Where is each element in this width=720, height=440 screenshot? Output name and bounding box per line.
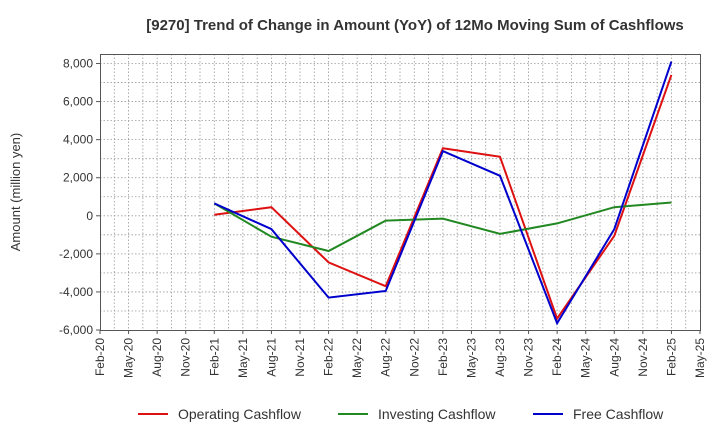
x-tick-label: Nov-21 — [293, 338, 307, 377]
y-tick-label: 8,000 — [63, 57, 93, 71]
y-axis: 8,000 6,000 4,000 2,000 0 -2,000 -4,000 -6,000 — [59, 57, 100, 337]
x-tick-label: Feb-21 — [207, 338, 221, 376]
y-tick-label: -6,000 — [59, 323, 93, 337]
plot-frame — [100, 54, 701, 331]
x-tick-label: Nov-24 — [636, 338, 650, 377]
x-tick-label: Feb-20 — [93, 338, 107, 376]
x-tick-label: Nov-22 — [407, 338, 421, 377]
y-tick-label: 2,000 — [63, 171, 93, 185]
x-tick-label: Aug-20 — [150, 338, 164, 377]
chart-title: [9270] Trend of Change in Amount (YoY) o… — [146, 17, 684, 34]
y-axis-label: Amount (million yen) — [8, 133, 23, 252]
y-tick-label: 6,000 — [63, 95, 93, 109]
x-tick-label: May-22 — [350, 338, 364, 378]
x-tick-label: May-24 — [579, 338, 593, 378]
x-tick-label: Feb-22 — [322, 338, 336, 376]
x-tick-label: Feb-24 — [550, 338, 564, 376]
x-tick-label: Nov-23 — [522, 338, 536, 377]
legend: Operating Cashflow Investing Cashflow Free… — [138, 406, 664, 422]
x-tick-label: May-21 — [236, 338, 250, 378]
x-axis: Feb-20 May-20 Aug-20 Nov-20 Feb-21 May-21 Aug-… — [93, 330, 707, 378]
legend-label: Free Cashflow — [573, 406, 664, 422]
legend-label: Investing Cashflow — [378, 406, 496, 422]
x-tick-label: Aug-23 — [493, 338, 507, 377]
x-tick-label: Aug-24 — [607, 338, 621, 377]
x-tick-label: May-23 — [464, 338, 478, 378]
x-tick-label: Feb-25 — [664, 338, 678, 376]
x-tick-label: Feb-23 — [436, 338, 450, 376]
grid — [100, 54, 700, 330]
series-line-free-cashflow — [213, 61, 673, 326]
y-tick-label: -4,000 — [59, 285, 93, 299]
series-line-investing-cashflow — [213, 201, 672, 253]
x-tick-label: May-25 — [693, 338, 707, 378]
series-line-operating-cashflow — [214, 74, 673, 321]
x-tick-label: Aug-21 — [264, 338, 278, 377]
legend-label: Operating Cashflow — [178, 406, 302, 422]
x-tick-label: May-20 — [122, 338, 136, 378]
x-tick-label: Nov-20 — [179, 338, 193, 377]
x-tick-label: Aug-22 — [379, 338, 393, 377]
y-tick-label: 0 — [86, 209, 93, 223]
y-tick-label: -2,000 — [59, 247, 93, 261]
y-tick-label: 4,000 — [63, 133, 93, 147]
series-group — [213, 61, 673, 326]
